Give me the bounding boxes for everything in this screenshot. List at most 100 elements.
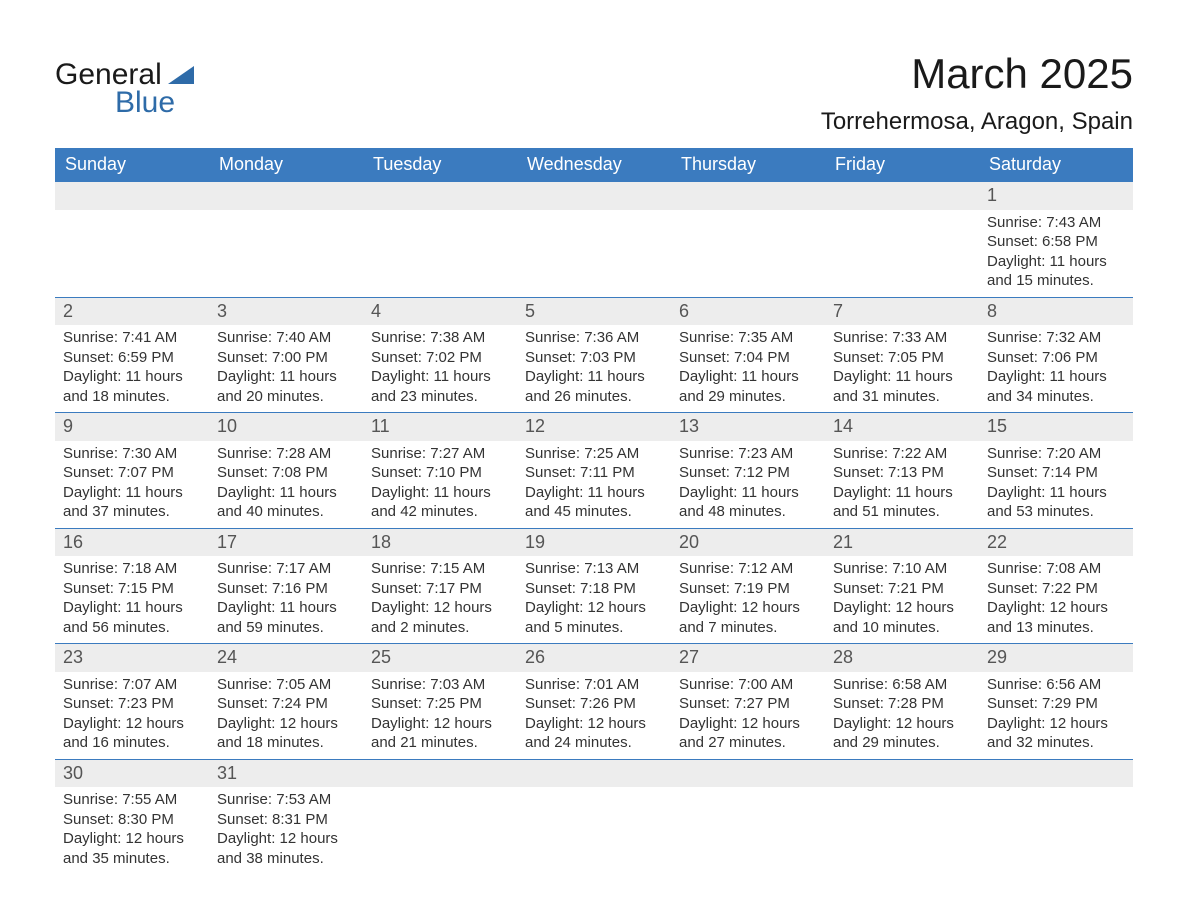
day-number-cell: 15: [979, 413, 1133, 441]
day-info-cell: [209, 210, 363, 298]
sunset-line: Sunset: 7:21 PM: [833, 579, 971, 599]
sunrise-line: Sunrise: 7:01 AM: [525, 675, 663, 695]
day-info-cell: Sunrise: 7:12 AMSunset: 7:19 PMDaylight:…: [671, 556, 825, 644]
sunrise-line: Sunrise: 7:00 AM: [679, 675, 817, 695]
day-info-cell: Sunrise: 7:20 AMSunset: 7:14 PMDaylight:…: [979, 441, 1133, 529]
day-number-cell: 16: [55, 528, 209, 556]
sunset-line: Sunset: 7:10 PM: [371, 463, 509, 483]
day-number-cell: 12: [517, 413, 671, 441]
day-info-cell: Sunrise: 7:36 AMSunset: 7:03 PMDaylight:…: [517, 325, 671, 413]
daylight-line: Daylight: 11 hours and 34 minutes.: [987, 367, 1125, 406]
daylight-line: Daylight: 12 hours and 13 minutes.: [987, 598, 1125, 637]
day-info-cell: Sunrise: 7:53 AMSunset: 8:31 PMDaylight:…: [209, 787, 363, 874]
day-info-cell: [671, 210, 825, 298]
day-number-cell: 19: [517, 528, 671, 556]
daylight-line: Daylight: 11 hours and 20 minutes.: [217, 367, 355, 406]
daylight-line: Daylight: 11 hours and 59 minutes.: [217, 598, 355, 637]
sunset-line: Sunset: 7:05 PM: [833, 348, 971, 368]
sunrise-line: Sunrise: 7:20 AM: [987, 444, 1125, 464]
daylight-line: Daylight: 11 hours and 48 minutes.: [679, 483, 817, 522]
sunrise-line: Sunrise: 7:23 AM: [679, 444, 817, 464]
day-info-cell: [979, 787, 1133, 874]
sunrise-line: Sunrise: 7:03 AM: [371, 675, 509, 695]
sunset-line: Sunset: 7:26 PM: [525, 694, 663, 714]
header: General Blue March 2025 Torrehermosa, Ar…: [55, 50, 1133, 136]
day-number-cell: 9: [55, 413, 209, 441]
sunrise-line: Sunrise: 7:15 AM: [371, 559, 509, 579]
sunset-line: Sunset: 7:12 PM: [679, 463, 817, 483]
sunrise-line: Sunrise: 7:08 AM: [987, 559, 1125, 579]
sunrise-line: Sunrise: 7:12 AM: [679, 559, 817, 579]
day-info-cell: Sunrise: 7:13 AMSunset: 7:18 PMDaylight:…: [517, 556, 671, 644]
day-info-cell: Sunrise: 7:40 AMSunset: 7:00 PMDaylight:…: [209, 325, 363, 413]
day-number-cell: 2: [55, 297, 209, 325]
daynum-row: 16171819202122: [55, 528, 1133, 556]
daylight-line: Daylight: 11 hours and 37 minutes.: [63, 483, 201, 522]
location: Torrehermosa, Aragon, Spain: [821, 108, 1133, 136]
daynum-row: 3031: [55, 759, 1133, 787]
sunrise-line: Sunrise: 7:28 AM: [217, 444, 355, 464]
sunrise-line: Sunrise: 7:10 AM: [833, 559, 971, 579]
day-number-cell: 30: [55, 759, 209, 787]
sunset-line: Sunset: 7:17 PM: [371, 579, 509, 599]
sunrise-line: Sunrise: 7:35 AM: [679, 328, 817, 348]
day-info-cell: Sunrise: 7:43 AMSunset: 6:58 PMDaylight:…: [979, 210, 1133, 298]
sunset-line: Sunset: 7:19 PM: [679, 579, 817, 599]
sunrise-line: Sunrise: 6:58 AM: [833, 675, 971, 695]
day-number-cell: 28: [825, 644, 979, 672]
daylight-line: Daylight: 11 hours and 45 minutes.: [525, 483, 663, 522]
info-row: Sunrise: 7:43 AMSunset: 6:58 PMDaylight:…: [55, 210, 1133, 298]
day-info-cell: [671, 787, 825, 874]
day-number-cell: 6: [671, 297, 825, 325]
daylight-line: Daylight: 12 hours and 24 minutes.: [525, 714, 663, 753]
logo-triangle-icon: [168, 66, 194, 84]
sunrise-line: Sunrise: 7:17 AM: [217, 559, 355, 579]
info-row: Sunrise: 7:55 AMSunset: 8:30 PMDaylight:…: [55, 787, 1133, 874]
daylight-line: Daylight: 12 hours and 16 minutes.: [63, 714, 201, 753]
day-info-cell: Sunrise: 7:08 AMSunset: 7:22 PMDaylight:…: [979, 556, 1133, 644]
daylight-line: Daylight: 11 hours and 26 minutes.: [525, 367, 663, 406]
sunrise-line: Sunrise: 7:13 AM: [525, 559, 663, 579]
calendar-body: 1 Sunrise: 7:43 AMSunset: 6:58 PMDayligh…: [55, 182, 1133, 875]
col-sunday: Sunday: [55, 148, 209, 182]
sunrise-line: Sunrise: 7:07 AM: [63, 675, 201, 695]
day-number-cell: [671, 759, 825, 787]
sunset-line: Sunset: 7:16 PM: [217, 579, 355, 599]
col-wednesday: Wednesday: [517, 148, 671, 182]
sunrise-line: Sunrise: 7:30 AM: [63, 444, 201, 464]
daynum-row: 9101112131415: [55, 413, 1133, 441]
day-info-cell: Sunrise: 7:30 AMSunset: 7:07 PMDaylight:…: [55, 441, 209, 529]
sunset-line: Sunset: 7:08 PM: [217, 463, 355, 483]
day-number-cell: 11: [363, 413, 517, 441]
daylight-line: Daylight: 12 hours and 27 minutes.: [679, 714, 817, 753]
day-number-cell: 21: [825, 528, 979, 556]
sunset-line: Sunset: 7:11 PM: [525, 463, 663, 483]
day-number-cell: 1: [979, 182, 1133, 210]
day-info-cell: Sunrise: 6:58 AMSunset: 7:28 PMDaylight:…: [825, 672, 979, 760]
sunset-line: Sunset: 7:22 PM: [987, 579, 1125, 599]
day-info-cell: [825, 787, 979, 874]
sunset-line: Sunset: 8:31 PM: [217, 810, 355, 830]
daynum-row: 23242526272829: [55, 644, 1133, 672]
day-number-cell: 10: [209, 413, 363, 441]
sunrise-line: Sunrise: 7:38 AM: [371, 328, 509, 348]
daylight-line: Daylight: 12 hours and 5 minutes.: [525, 598, 663, 637]
sunset-line: Sunset: 7:02 PM: [371, 348, 509, 368]
sunset-line: Sunset: 7:03 PM: [525, 348, 663, 368]
daylight-line: Daylight: 12 hours and 29 minutes.: [833, 714, 971, 753]
daylight-line: Daylight: 12 hours and 2 minutes.: [371, 598, 509, 637]
sunset-line: Sunset: 7:23 PM: [63, 694, 201, 714]
logo-text-blue: Blue: [115, 86, 194, 120]
daynum-row: 1: [55, 182, 1133, 210]
day-info-cell: [55, 210, 209, 298]
info-row: Sunrise: 7:41 AMSunset: 6:59 PMDaylight:…: [55, 325, 1133, 413]
day-info-cell: Sunrise: 7:28 AMSunset: 7:08 PMDaylight:…: [209, 441, 363, 529]
day-info-cell: Sunrise: 7:33 AMSunset: 7:05 PMDaylight:…: [825, 325, 979, 413]
daylight-line: Daylight: 11 hours and 15 minutes.: [987, 252, 1125, 291]
sunrise-line: Sunrise: 7:33 AM: [833, 328, 971, 348]
day-info-cell: [363, 210, 517, 298]
day-info-cell: Sunrise: 7:35 AMSunset: 7:04 PMDaylight:…: [671, 325, 825, 413]
sunrise-line: Sunrise: 7:25 AM: [525, 444, 663, 464]
daylight-line: Daylight: 12 hours and 32 minutes.: [987, 714, 1125, 753]
day-number-cell: [671, 182, 825, 210]
